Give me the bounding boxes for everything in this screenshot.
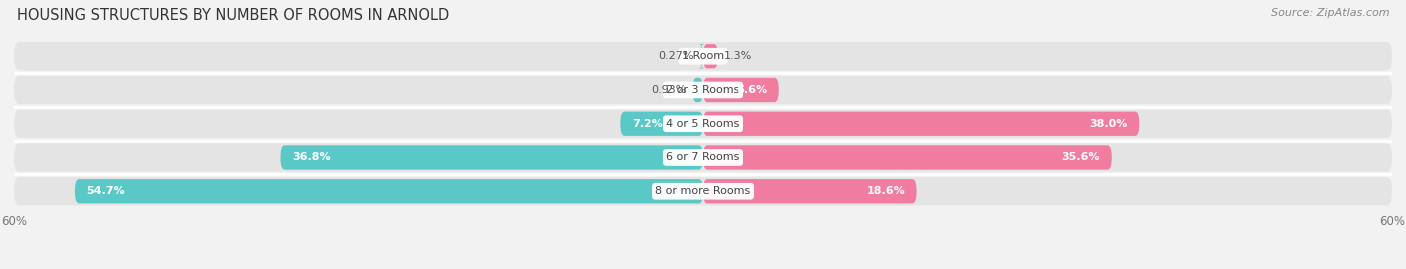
Text: 1.3%: 1.3% xyxy=(724,51,752,61)
Text: 2 or 3 Rooms: 2 or 3 Rooms xyxy=(666,85,740,95)
Text: 1 Room: 1 Room xyxy=(682,51,724,61)
Text: 35.6%: 35.6% xyxy=(1062,153,1101,162)
FancyBboxPatch shape xyxy=(699,44,704,68)
FancyBboxPatch shape xyxy=(14,109,1392,138)
Text: 54.7%: 54.7% xyxy=(86,186,125,196)
Text: 7.2%: 7.2% xyxy=(631,119,662,129)
Text: 18.6%: 18.6% xyxy=(866,186,905,196)
FancyBboxPatch shape xyxy=(75,179,703,203)
Text: Source: ZipAtlas.com: Source: ZipAtlas.com xyxy=(1271,8,1389,18)
Text: 0.93%: 0.93% xyxy=(651,85,686,95)
FancyBboxPatch shape xyxy=(703,78,779,102)
FancyBboxPatch shape xyxy=(620,112,703,136)
FancyBboxPatch shape xyxy=(692,78,703,102)
FancyBboxPatch shape xyxy=(703,112,1139,136)
Text: 4 or 5 Rooms: 4 or 5 Rooms xyxy=(666,119,740,129)
Text: 0.27%: 0.27% xyxy=(658,51,695,61)
FancyBboxPatch shape xyxy=(703,145,1112,170)
FancyBboxPatch shape xyxy=(14,42,1392,70)
Text: 8 or more Rooms: 8 or more Rooms xyxy=(655,186,751,196)
Text: 36.8%: 36.8% xyxy=(292,153,330,162)
FancyBboxPatch shape xyxy=(14,143,1392,172)
FancyBboxPatch shape xyxy=(280,145,703,170)
FancyBboxPatch shape xyxy=(703,179,917,203)
FancyBboxPatch shape xyxy=(703,44,718,68)
Text: 6 or 7 Rooms: 6 or 7 Rooms xyxy=(666,153,740,162)
Text: HOUSING STRUCTURES BY NUMBER OF ROOMS IN ARNOLD: HOUSING STRUCTURES BY NUMBER OF ROOMS IN… xyxy=(17,8,449,23)
FancyBboxPatch shape xyxy=(14,76,1392,104)
Text: 6.6%: 6.6% xyxy=(737,85,768,95)
Text: 38.0%: 38.0% xyxy=(1090,119,1128,129)
FancyBboxPatch shape xyxy=(14,177,1392,206)
